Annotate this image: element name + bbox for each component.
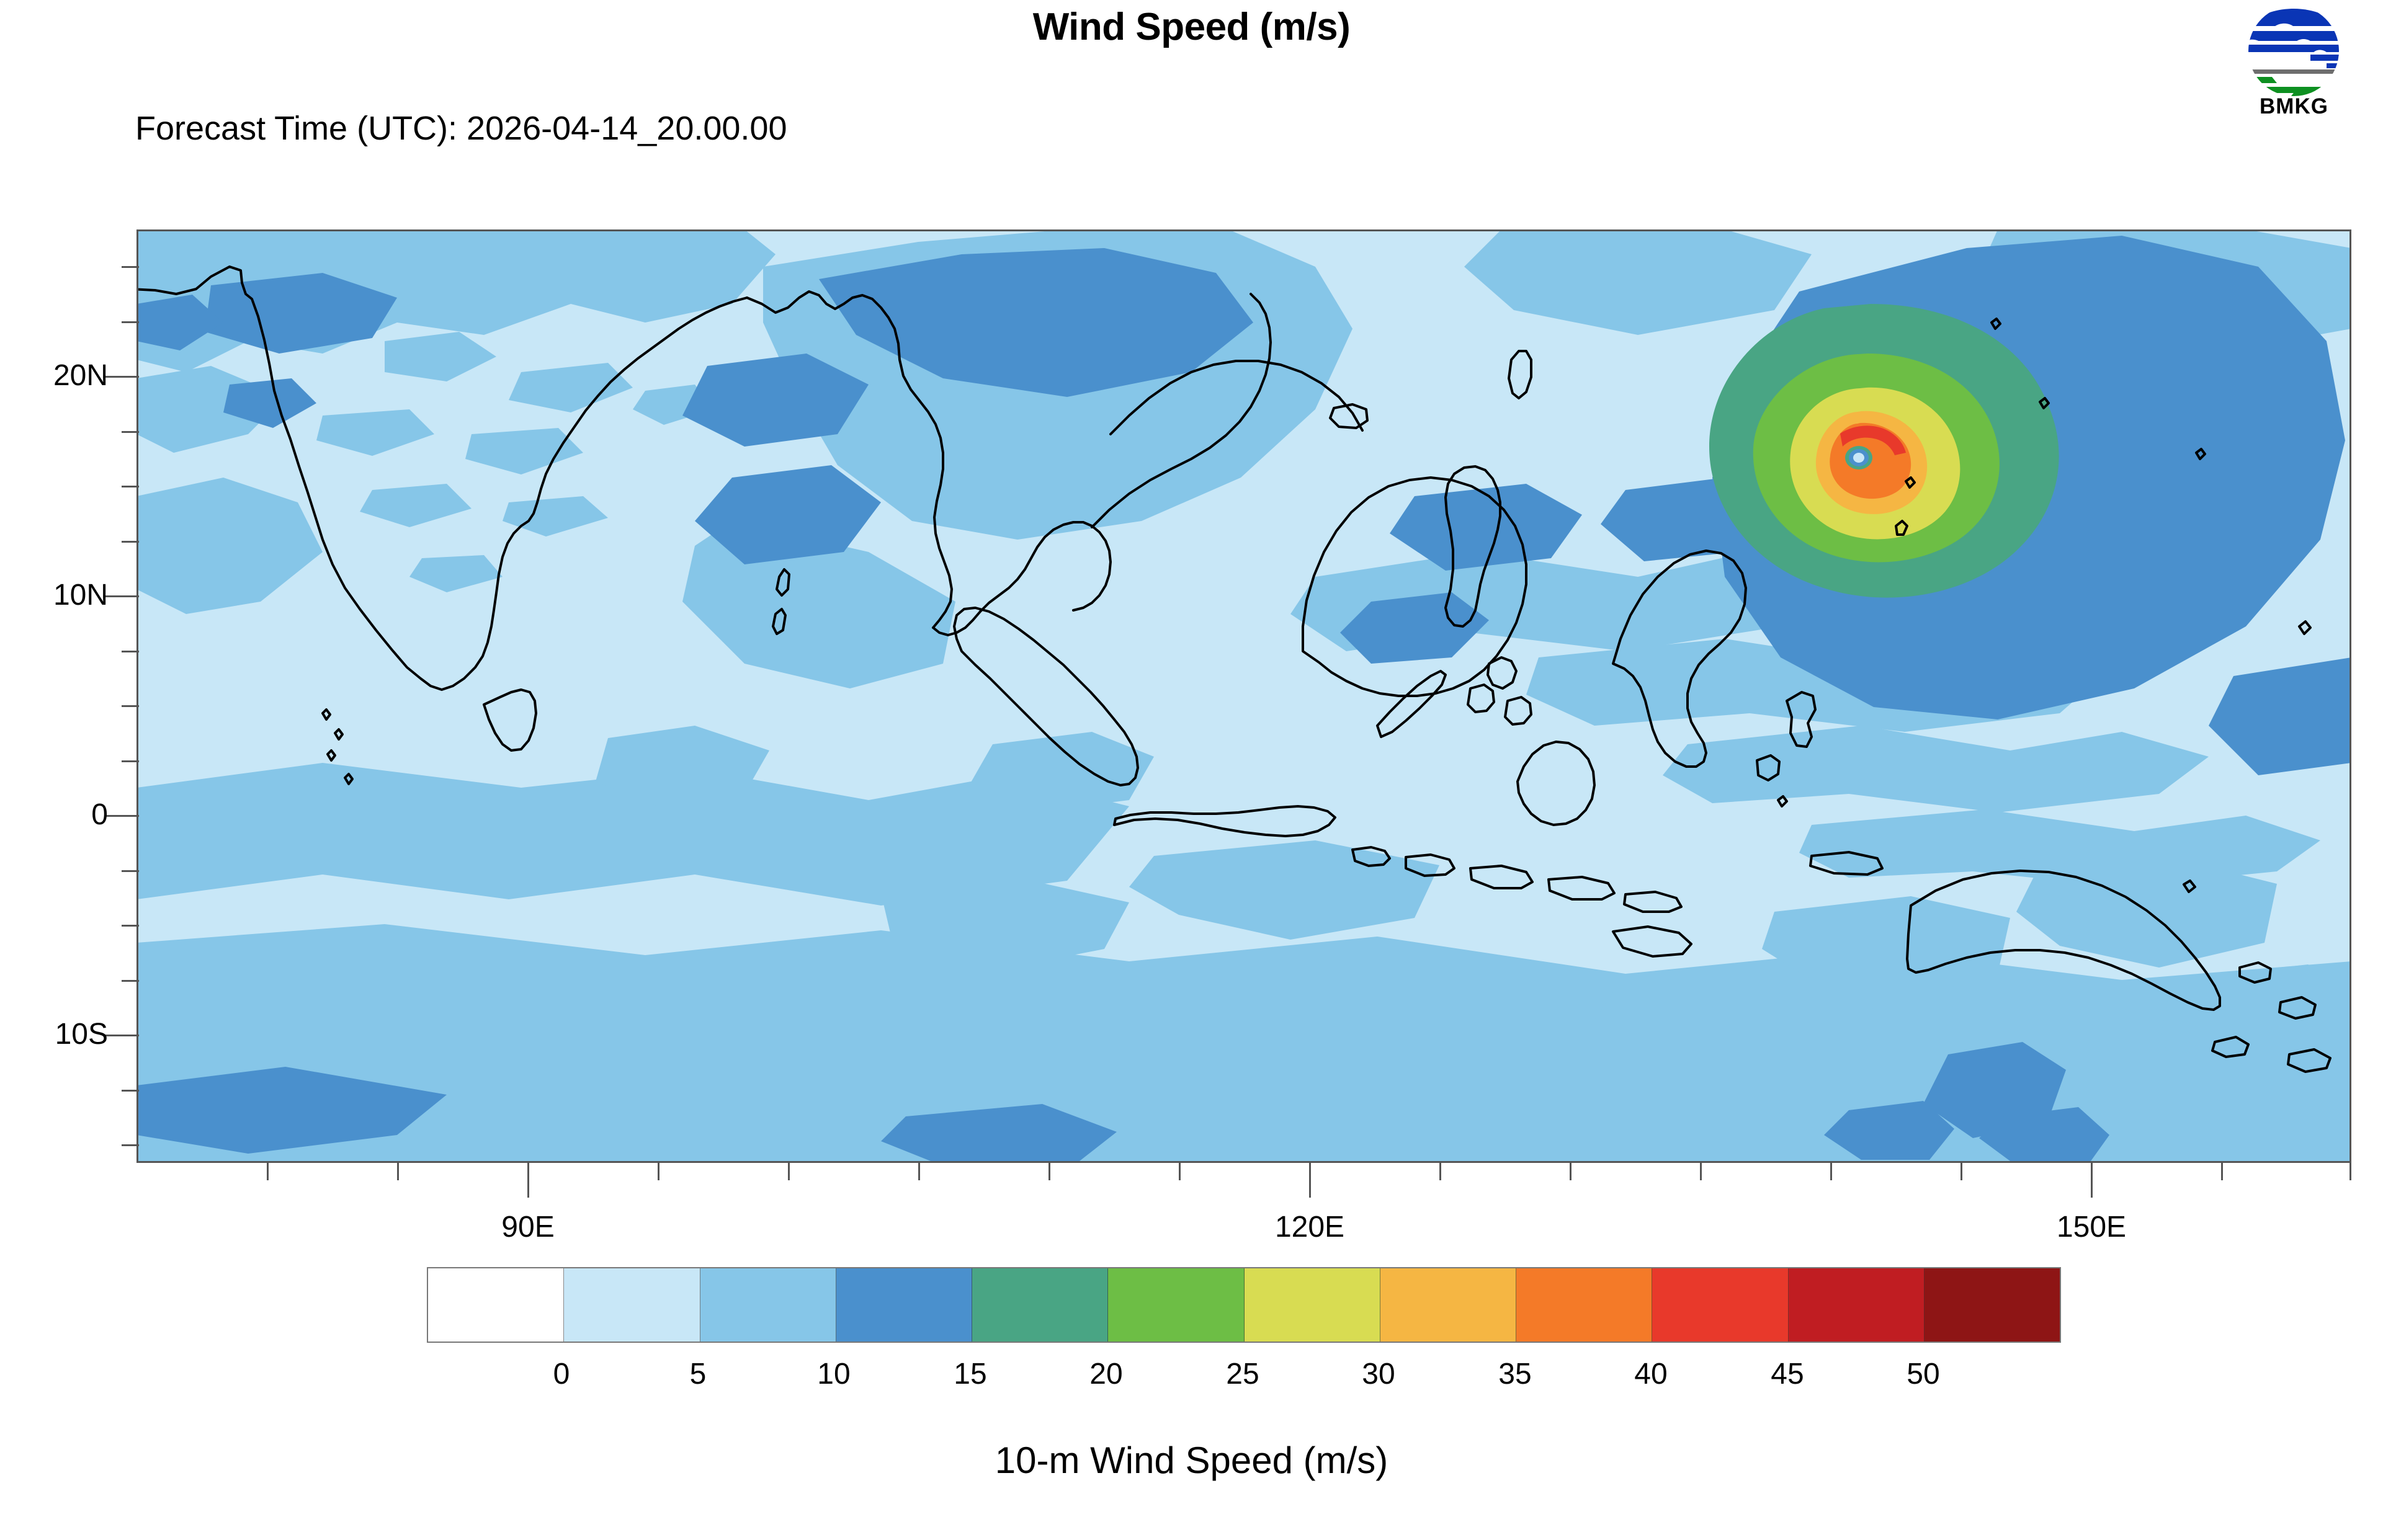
colorbar-tick-25: 25 bbox=[1226, 1358, 1259, 1391]
ytick-minor bbox=[122, 705, 139, 707]
colorbar-band-20-25 bbox=[1108, 1268, 1245, 1342]
colorbar-band-35-40 bbox=[1516, 1268, 1653, 1342]
colorbar-tick-0: 0 bbox=[553, 1358, 570, 1391]
ytick-10N bbox=[104, 595, 139, 597]
xtick-minor bbox=[2221, 1163, 2223, 1180]
ytick-minor bbox=[122, 925, 139, 927]
colorbar-tick-5: 5 bbox=[689, 1358, 707, 1391]
ytick-minor bbox=[122, 1144, 139, 1146]
xtick-minor bbox=[267, 1163, 269, 1180]
xtick-120E bbox=[1309, 1163, 1311, 1198]
colorbar-band--0 bbox=[428, 1268, 565, 1342]
colorbar[interactable] bbox=[427, 1267, 2061, 1343]
xlabel-90E: 90E bbox=[501, 1211, 555, 1244]
colorbar-band-45-50 bbox=[1788, 1268, 1925, 1342]
ylabel-10N: 10N bbox=[53, 579, 108, 612]
colorbar-band-5-10 bbox=[700, 1268, 836, 1342]
xtick-minor bbox=[2349, 1163, 2351, 1180]
colorbar-tick-40: 40 bbox=[1634, 1358, 1668, 1391]
xlabel-120E: 120E bbox=[1274, 1211, 1345, 1244]
colorbar-band-40-45 bbox=[1652, 1268, 1789, 1342]
xtick-minor bbox=[788, 1163, 790, 1180]
colorbar-band-0-5 bbox=[564, 1268, 700, 1342]
xtick-minor bbox=[658, 1163, 659, 1180]
xtick-minor bbox=[1960, 1163, 1962, 1180]
bmkg-wordmark: BMKG bbox=[2260, 94, 2328, 118]
colorbar-tick-30: 30 bbox=[1362, 1358, 1395, 1391]
colorbar-band--50 bbox=[1924, 1268, 2060, 1342]
ytick-minor bbox=[122, 431, 139, 433]
ylabel-10S: 10S bbox=[55, 1018, 108, 1051]
wind-speed-map[interactable] bbox=[136, 229, 2351, 1163]
colorbar-band-10-15 bbox=[836, 1268, 972, 1342]
ytick-minor bbox=[122, 651, 139, 652]
ytick-minor bbox=[122, 760, 139, 762]
coastlines bbox=[138, 265, 2332, 1073]
xtick-90E bbox=[527, 1163, 529, 1198]
xtick-minor bbox=[1570, 1163, 1572, 1180]
xtick-minor bbox=[397, 1163, 399, 1180]
ytick-minor bbox=[122, 321, 139, 323]
wind-speed-contour-field bbox=[138, 231, 2349, 1161]
ytick-0 bbox=[104, 815, 139, 817]
xtick-minor bbox=[1048, 1163, 1050, 1180]
colorbar-band-15-20 bbox=[972, 1268, 1109, 1342]
ytick-minor bbox=[122, 266, 139, 268]
colorbar-tick-15: 15 bbox=[954, 1358, 987, 1391]
xtick-150E bbox=[2091, 1163, 2093, 1198]
colorbar-tick-35: 35 bbox=[1498, 1358, 1532, 1391]
ytick-minor bbox=[122, 486, 139, 487]
ylabel-20N: 20N bbox=[53, 359, 108, 392]
forecast-time-label: Forecast Time (UTC): 2026-04-14_20.00.00 bbox=[135, 110, 787, 147]
page-title: Wind Speed (m/s) bbox=[1032, 6, 1351, 48]
colorbar-band-30-35 bbox=[1380, 1268, 1516, 1342]
ytick-minor bbox=[122, 870, 139, 872]
xtick-minor bbox=[1179, 1163, 1181, 1180]
ytick-minor bbox=[122, 541, 139, 543]
colorbar-tick-45: 45 bbox=[1771, 1358, 1804, 1391]
ytick-10S bbox=[104, 1035, 139, 1036]
ytick-20N bbox=[104, 376, 139, 378]
colorbar-tick-50: 50 bbox=[1907, 1358, 1940, 1391]
xtick-minor bbox=[1830, 1163, 1832, 1180]
colorbar-tick-20: 20 bbox=[1089, 1358, 1123, 1391]
colorbar-tick-10: 10 bbox=[817, 1358, 851, 1391]
bmkg-emblem-icon bbox=[2248, 9, 2339, 96]
ytick-minor bbox=[122, 1090, 139, 1092]
xtick-minor bbox=[918, 1163, 920, 1180]
xtick-minor bbox=[1439, 1163, 1441, 1180]
colorbar-title: 10-m Wind Speed (m/s) bbox=[995, 1440, 1388, 1481]
colorbar-band-25-30 bbox=[1244, 1268, 1380, 1342]
xlabel-150E: 150E bbox=[2056, 1211, 2127, 1244]
xtick-minor bbox=[1700, 1163, 1702, 1180]
bmkg-logo: BMKG bbox=[2227, 5, 2361, 126]
ytick-minor bbox=[122, 980, 139, 982]
tropical-cyclone-feature bbox=[1709, 304, 2059, 598]
ylabel-0: 0 bbox=[91, 798, 108, 831]
